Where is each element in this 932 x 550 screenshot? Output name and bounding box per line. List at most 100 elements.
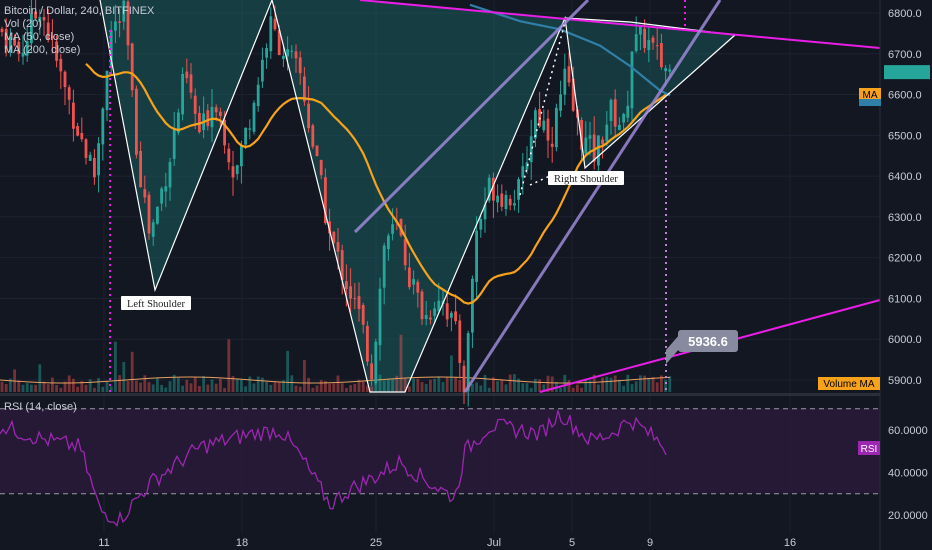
- candle-body[interactable]: [605, 124, 609, 142]
- candle-body[interactable]: [475, 230, 478, 283]
- candle-body[interactable]: [563, 68, 567, 95]
- candle-body[interactable]: [25, 41, 29, 56]
- candle-body[interactable]: [466, 333, 470, 391]
- candle-body[interactable]: [366, 325, 369, 362]
- candle-body[interactable]: [219, 111, 222, 116]
- candle-body[interactable]: [391, 224, 394, 234]
- candle-body[interactable]: [412, 279, 415, 285]
- candle-body[interactable]: [206, 110, 210, 126]
- candle-body[interactable]: [303, 76, 306, 102]
- candle-body[interactable]: [588, 135, 592, 139]
- candle-body[interactable]: [408, 267, 411, 288]
- candle-body[interactable]: [584, 137, 588, 154]
- candle-body[interactable]: [97, 143, 100, 176]
- candle-body[interactable]: [151, 222, 155, 237]
- candle-body[interactable]: [210, 106, 214, 128]
- candle-body[interactable]: [189, 74, 193, 93]
- candle-body[interactable]: [30, 13, 33, 44]
- candle-body[interactable]: [513, 203, 516, 206]
- candle-body[interactable]: [571, 78, 575, 111]
- candle-body[interactable]: [542, 120, 546, 131]
- candle-body[interactable]: [42, 17, 46, 21]
- candle-body[interactable]: [345, 281, 348, 290]
- candle-body[interactable]: [147, 194, 151, 234]
- candle-body[interactable]: [525, 162, 529, 170]
- candle-body[interactable]: [450, 312, 453, 318]
- candle-body[interactable]: [550, 143, 554, 147]
- candle-body[interactable]: [597, 135, 600, 166]
- candle-body[interactable]: [555, 107, 558, 148]
- candle-body[interactable]: [651, 37, 655, 43]
- candle-body[interactable]: [353, 298, 357, 300]
- candle-body[interactable]: [223, 120, 226, 146]
- candle-body[interactable]: [521, 166, 525, 178]
- candle-body[interactable]: [357, 296, 361, 309]
- candle-body[interactable]: [13, 37, 16, 46]
- candle-body[interactable]: [248, 128, 252, 130]
- candle-body[interactable]: [294, 51, 298, 59]
- candle-body[interactable]: [601, 139, 604, 145]
- candle-body[interactable]: [643, 28, 646, 48]
- candle-body[interactable]: [487, 177, 491, 201]
- candle-body[interactable]: [38, 17, 42, 23]
- candle-body[interactable]: [618, 124, 621, 130]
- candle-body[interactable]: [504, 194, 508, 209]
- candle-body[interactable]: [114, 21, 117, 31]
- candle-body[interactable]: [580, 119, 583, 150]
- candle-body[interactable]: [416, 281, 420, 293]
- candle-body[interactable]: [462, 365, 466, 393]
- candle-body[interactable]: [252, 102, 256, 132]
- candle-body[interactable]: [483, 204, 487, 220]
- candle-body[interactable]: [273, 18, 277, 30]
- candle-body[interactable]: [181, 73, 184, 115]
- candle-body[interactable]: [609, 99, 613, 121]
- candle-body[interactable]: [311, 125, 315, 147]
- candle-body[interactable]: [496, 195, 499, 203]
- candle-body[interactable]: [403, 239, 407, 266]
- candle-body[interactable]: [529, 136, 533, 163]
- candle-body[interactable]: [76, 126, 79, 136]
- candle-body[interactable]: [668, 69, 672, 72]
- candle-body[interactable]: [156, 206, 159, 224]
- candle-body[interactable]: [437, 300, 441, 312]
- candle-body[interactable]: [458, 320, 462, 363]
- candle-body[interactable]: [655, 45, 659, 47]
- candle-body[interactable]: [534, 110, 537, 139]
- candle-body[interactable]: [378, 288, 382, 346]
- candle-body[interactable]: [214, 107, 218, 113]
- candle-body[interactable]: [664, 68, 667, 72]
- candle-body[interactable]: [634, 34, 638, 51]
- candle-body[interactable]: [34, 11, 37, 19]
- candle-body[interactable]: [370, 363, 373, 380]
- candle-body[interactable]: [84, 139, 88, 158]
- candle-body[interactable]: [332, 231, 336, 243]
- candle-body[interactable]: [51, 36, 54, 38]
- candle-body[interactable]: [59, 58, 63, 72]
- candle-body[interactable]: [290, 50, 294, 52]
- candle-body[interactable]: [361, 304, 365, 325]
- candle-body[interactable]: [109, 30, 113, 68]
- candle-body[interactable]: [387, 235, 390, 250]
- candle-body[interactable]: [374, 341, 378, 384]
- candle-body[interactable]: [105, 70, 109, 111]
- candle-body[interactable]: [559, 94, 562, 111]
- candle-body[interactable]: [340, 250, 344, 280]
- candle-body[interactable]: [315, 145, 319, 157]
- candle-body[interactable]: [336, 242, 340, 252]
- candle-body[interactable]: [307, 103, 310, 129]
- candle-body[interactable]: [433, 308, 436, 316]
- candle-body[interactable]: [454, 311, 457, 322]
- candle-body[interactable]: [622, 114, 625, 123]
- candle-body[interactable]: [46, 22, 50, 41]
- candle-body[interactable]: [231, 166, 235, 178]
- candle-body[interactable]: [298, 57, 302, 74]
- candle-body[interactable]: [88, 154, 92, 161]
- candle-body[interactable]: [349, 286, 352, 299]
- candle-body[interactable]: [445, 303, 449, 320]
- candle-body[interactable]: [63, 71, 67, 88]
- candle-body[interactable]: [143, 189, 147, 198]
- candle-body[interactable]: [382, 245, 386, 288]
- candle-body[interactable]: [177, 112, 180, 133]
- candle-body[interactable]: [93, 157, 96, 178]
